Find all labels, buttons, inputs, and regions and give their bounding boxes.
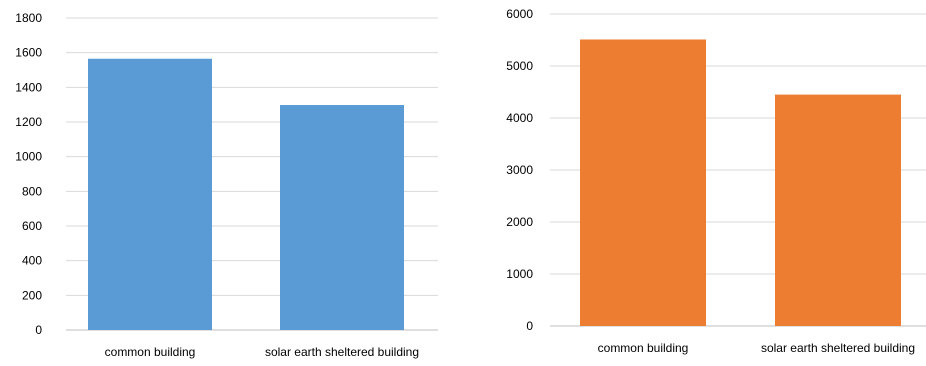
y-tick-label: 5000 (506, 59, 533, 73)
y-tick-label: 800 (22, 184, 42, 198)
y-tick-label: 200 (22, 288, 42, 302)
y-tick-label: 3000 (506, 163, 533, 177)
y-tick-label: 600 (22, 219, 42, 233)
bar (280, 105, 404, 330)
bar (775, 94, 901, 326)
bar (88, 58, 212, 330)
bar (580, 39, 706, 326)
y-tick-label: 1000 (506, 267, 533, 281)
y-tick-label: 400 (22, 254, 42, 268)
y-tick-label: 4000 (506, 111, 533, 125)
y-tick-label: 1400 (15, 80, 42, 94)
y-tick-label: 1800 (15, 11, 42, 25)
x-tick-label: common building (105, 345, 196, 359)
y-tick-label: 0 (526, 319, 533, 333)
y-tick-label: 1000 (15, 150, 42, 164)
chart-right: 0 1000 2000 3000 4000 5000 6000 common building… (506, 7, 926, 355)
x-tick-label: solar earth sheltered building (761, 341, 915, 355)
y-tick-label: 1600 (15, 46, 42, 60)
y-tick-label: 6000 (506, 7, 533, 21)
x-tick-label: common building (598, 341, 689, 355)
x-tick-label: solar earth sheltered building (265, 345, 419, 359)
chart-left: 0 200 400 600 800 1000 1200 1400 1600 1800 common … (15, 11, 438, 359)
y-tick-label: 2000 (506, 215, 533, 229)
y-tick-label: 0 (35, 323, 42, 337)
y-tick-label: 1200 (15, 115, 42, 129)
